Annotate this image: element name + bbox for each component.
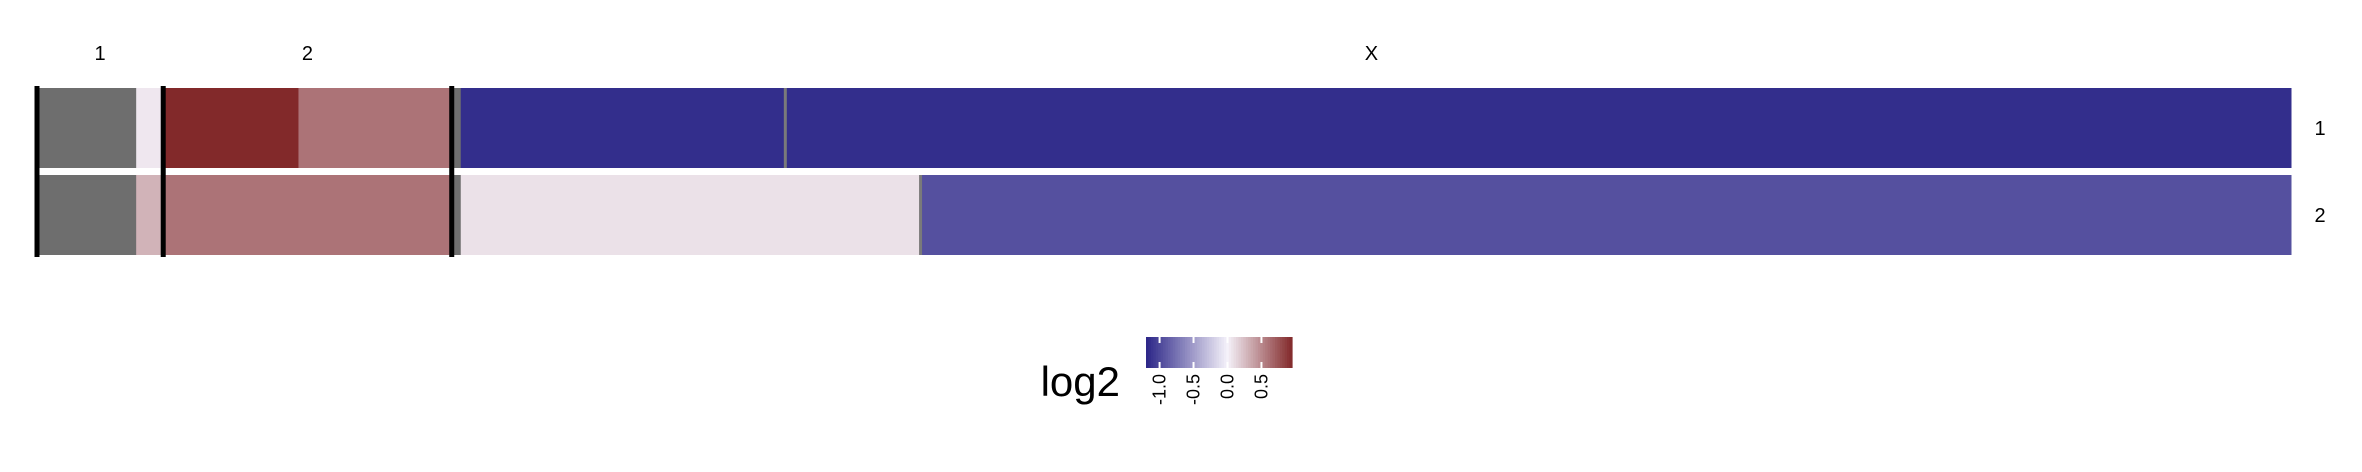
legend-color-step bbox=[1165, 337, 1169, 368]
legend-color-step bbox=[1267, 337, 1271, 368]
legend-color-step bbox=[1253, 337, 1257, 368]
legend-color-step bbox=[1167, 337, 1171, 368]
legend-color-step bbox=[1158, 337, 1162, 368]
heatmap-cell bbox=[460, 175, 922, 255]
legend-color-step bbox=[1248, 337, 1252, 368]
legend-color-step bbox=[1170, 337, 1174, 368]
legend-color-step bbox=[1155, 337, 1159, 368]
legend-color-step bbox=[1182, 337, 1186, 368]
heatmap-cell bbox=[785, 88, 2292, 168]
legend-color-step bbox=[1223, 337, 1227, 368]
legend-color-step bbox=[1289, 337, 1293, 368]
heatmap-cell bbox=[451, 175, 462, 255]
legend-color-step bbox=[1209, 337, 1213, 368]
legend-color-step bbox=[1257, 337, 1261, 368]
legend-tick-label: -0.5 bbox=[1184, 374, 1204, 405]
legend-color-step bbox=[1153, 337, 1157, 368]
legend-color-step bbox=[1197, 337, 1201, 368]
legend-color-step bbox=[1184, 337, 1188, 368]
legend-color-step bbox=[1245, 337, 1249, 368]
legend-color-step bbox=[1172, 337, 1176, 368]
legend-color-step bbox=[1187, 337, 1191, 368]
row-label: 2 bbox=[2314, 205, 2325, 227]
heatmap-cell bbox=[298, 88, 453, 168]
legend-color-step bbox=[1177, 337, 1181, 368]
legend-color-step bbox=[1211, 337, 1215, 368]
heatmap-cell bbox=[163, 175, 453, 255]
legend-color-step bbox=[1277, 337, 1281, 368]
legend-color-step bbox=[1219, 337, 1223, 368]
heatmap-cell bbox=[37, 175, 137, 255]
heatmap-cell bbox=[460, 88, 786, 168]
heatmap-cell bbox=[920, 175, 2292, 255]
legend-color-step bbox=[1201, 337, 1205, 368]
heatmap-cell bbox=[136, 175, 164, 255]
heatmap-cells bbox=[37, 88, 2292, 255]
row-labels: 12 bbox=[2314, 118, 2325, 227]
legend-color-step bbox=[1265, 337, 1269, 368]
legend-color-step bbox=[1199, 337, 1203, 368]
chromosome-separators bbox=[34, 86, 455, 257]
legend-color-step bbox=[1272, 337, 1276, 368]
legend-color-step bbox=[1233, 337, 1237, 368]
legend-color-step bbox=[1228, 337, 1232, 368]
legend-color-step bbox=[1262, 337, 1266, 368]
legend-color-step bbox=[1148, 337, 1152, 368]
legend-color-step bbox=[1270, 337, 1274, 368]
legend-color-step bbox=[1194, 337, 1198, 368]
legend-color-step bbox=[1279, 337, 1283, 368]
legend-color-step bbox=[1243, 337, 1247, 368]
chromosome-label: 2 bbox=[302, 43, 313, 65]
heatmap-cell bbox=[136, 88, 164, 168]
legend-color-step bbox=[1204, 337, 1208, 368]
legend-colorbar bbox=[1146, 337, 1293, 368]
legend-tick-label: 0.5 bbox=[1251, 374, 1271, 399]
legend-color-step bbox=[1160, 337, 1164, 368]
legend-tick-label: 0.0 bbox=[1217, 374, 1237, 399]
legend-color-step bbox=[1284, 337, 1288, 368]
legend-color-step bbox=[1255, 337, 1259, 368]
heatmap-cell bbox=[163, 88, 299, 168]
legend-color-step bbox=[1150, 337, 1154, 368]
legend-color-step bbox=[1282, 337, 1286, 368]
heatmap-cell bbox=[451, 88, 462, 168]
legend-ticks: -1.0 -0.5 0.0 0.5 bbox=[1150, 337, 1271, 405]
legend-color-step bbox=[1214, 337, 1218, 368]
chromosome-labels: 1 2 X bbox=[95, 43, 1378, 65]
legend-color-step bbox=[1236, 337, 1240, 368]
legend-color-step bbox=[1163, 337, 1167, 368]
legend-color-step bbox=[1231, 337, 1235, 368]
row-label: 1 bbox=[2314, 118, 2325, 140]
legend-color-step bbox=[1216, 337, 1220, 368]
legend-tick-label: -1.0 bbox=[1150, 374, 1170, 405]
legend-color-step bbox=[1221, 337, 1225, 368]
heatmap-cell bbox=[37, 88, 137, 168]
legend-color-step bbox=[1180, 337, 1184, 368]
legend-color-step bbox=[1206, 337, 1210, 368]
legend-color-step bbox=[1274, 337, 1278, 368]
legend-color-step bbox=[1250, 337, 1254, 368]
legend-color-step bbox=[1146, 337, 1150, 368]
legend-color-step bbox=[1192, 337, 1196, 368]
legend-color-step bbox=[1175, 337, 1179, 368]
legend-color-step bbox=[1238, 337, 1242, 368]
legend-color-step bbox=[1240, 337, 1244, 368]
chromosome-label: X bbox=[1365, 43, 1378, 65]
breakpoint-lines bbox=[783, 88, 923, 255]
legend-color-step bbox=[1189, 337, 1193, 368]
legend-title: log2 bbox=[1041, 358, 1120, 405]
legend-color-step bbox=[1226, 337, 1230, 368]
legend-color-step bbox=[1260, 337, 1264, 368]
chromosome-label: 1 bbox=[95, 43, 106, 65]
color-legend: log2 -1.0 -0.5 0.0 0.5 bbox=[1041, 337, 1293, 405]
legend-color-step bbox=[1287, 337, 1291, 368]
